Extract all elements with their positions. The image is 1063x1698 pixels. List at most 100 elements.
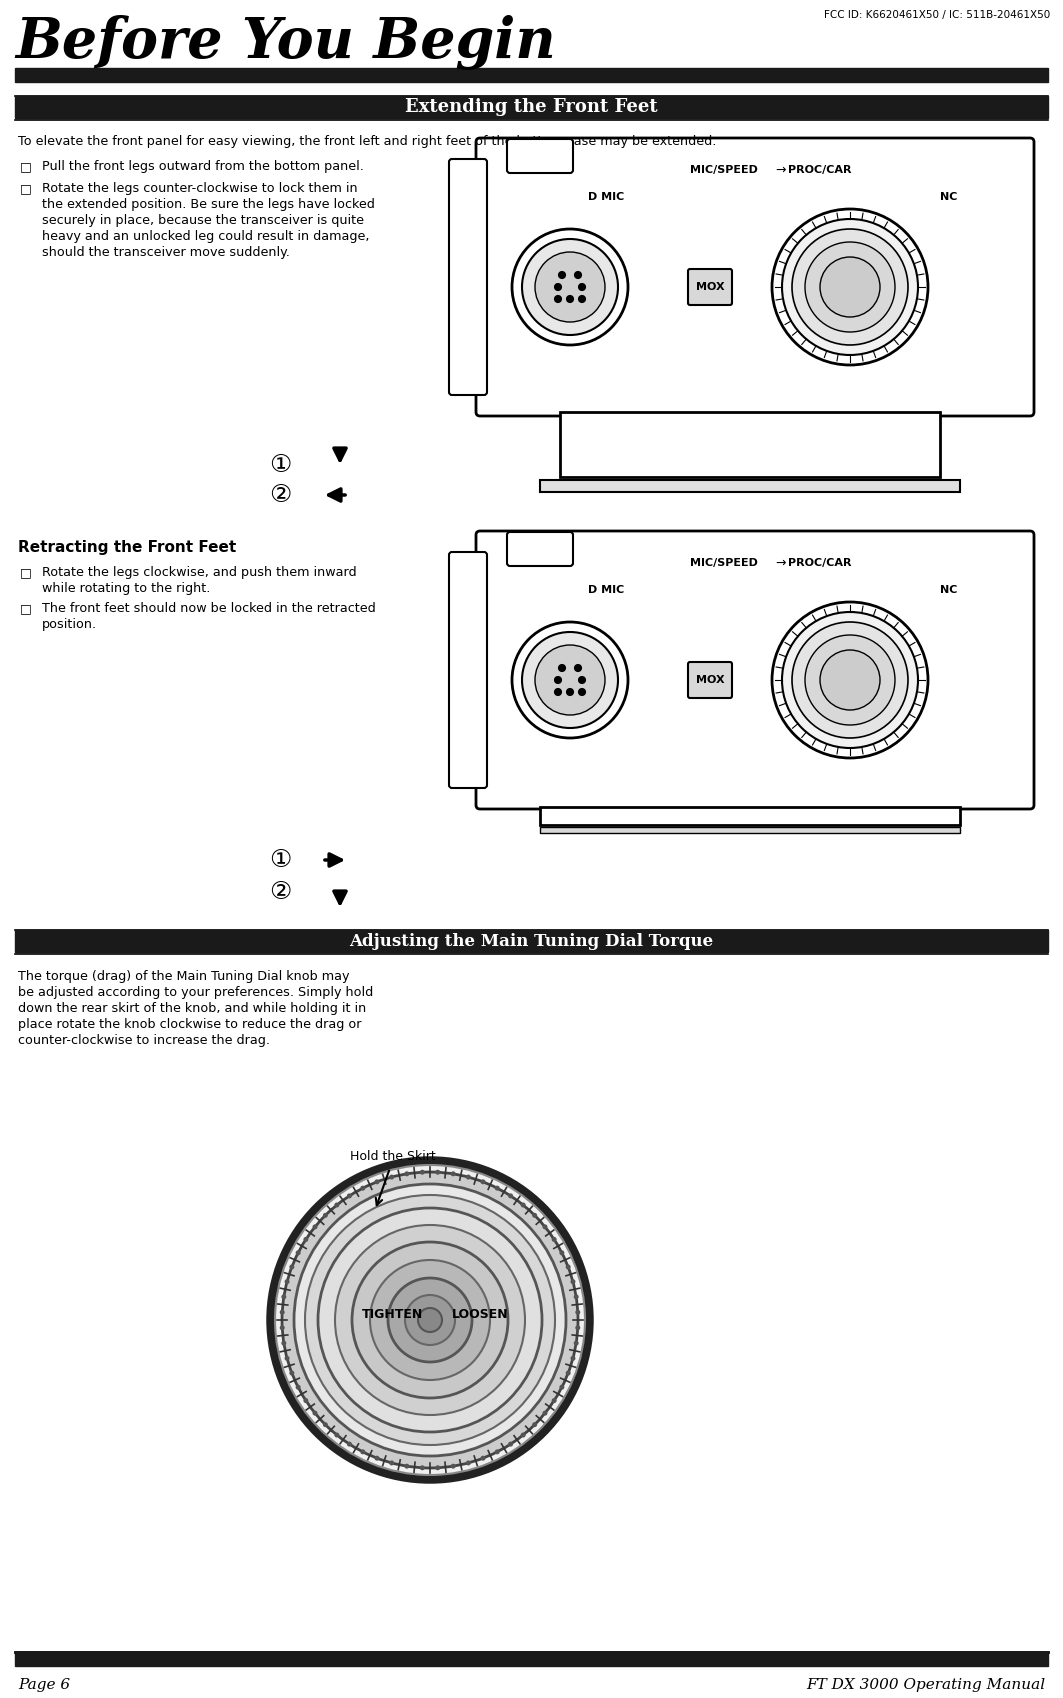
Circle shape: [782, 219, 918, 355]
Circle shape: [512, 621, 628, 739]
Text: □: □: [20, 160, 32, 173]
Bar: [15, 68, 1048, 82]
Circle shape: [285, 1355, 289, 1360]
Text: PROC/CAR: PROC/CAR: [788, 559, 851, 569]
Circle shape: [294, 1184, 566, 1455]
Circle shape: [555, 284, 561, 290]
Circle shape: [420, 1465, 425, 1470]
Text: MIC/SPEED: MIC/SPEED: [690, 559, 758, 569]
Text: TIGHTEN: TIGHTEN: [361, 1309, 423, 1321]
Circle shape: [374, 1180, 379, 1184]
Circle shape: [370, 1260, 490, 1380]
Circle shape: [574, 664, 581, 671]
Circle shape: [404, 1172, 409, 1177]
Circle shape: [522, 632, 618, 728]
Circle shape: [574, 272, 581, 278]
Circle shape: [303, 1236, 308, 1241]
Circle shape: [571, 1355, 575, 1360]
Circle shape: [480, 1180, 486, 1184]
Circle shape: [571, 1279, 575, 1284]
FancyBboxPatch shape: [688, 268, 732, 306]
Text: the extended position. Be sure the legs have locked: the extended position. Be sure the legs …: [43, 199, 375, 211]
Circle shape: [280, 1309, 285, 1314]
Circle shape: [559, 1250, 564, 1255]
Text: Hold the Skirt: Hold the Skirt: [350, 1150, 436, 1163]
Text: PROC/CAR: PROC/CAR: [788, 165, 851, 175]
Circle shape: [404, 1464, 409, 1469]
Circle shape: [508, 1442, 513, 1447]
Text: place rotate the knob clockwise to reduce the drag or: place rotate the knob clockwise to reduc…: [18, 1019, 361, 1031]
Text: NC: NC: [940, 192, 958, 202]
Circle shape: [575, 1309, 580, 1314]
Text: should the transceiver move suddenly.: should the transceiver move suddenly.: [43, 246, 290, 260]
Bar: [15, 1652, 1048, 1666]
Circle shape: [508, 1194, 513, 1199]
Text: MIC/SPEED: MIC/SPEED: [690, 165, 758, 175]
Text: ①: ①: [269, 453, 291, 477]
Circle shape: [374, 1455, 379, 1460]
Circle shape: [289, 1370, 294, 1375]
Text: D MIC: D MIC: [588, 586, 624, 594]
Circle shape: [567, 295, 574, 302]
Circle shape: [555, 295, 561, 302]
Circle shape: [533, 1212, 537, 1217]
Circle shape: [535, 645, 605, 715]
Bar: [540, 481, 960, 492]
Text: position.: position.: [43, 618, 97, 632]
Circle shape: [542, 1224, 547, 1229]
Circle shape: [552, 1397, 557, 1403]
Text: MOX: MOX: [695, 676, 724, 684]
Bar: [15, 931, 1048, 953]
Text: To elevate the front panel for easy viewing, the front left and right feet of th: To elevate the front panel for easy view…: [18, 136, 716, 148]
Circle shape: [335, 1224, 525, 1414]
Text: Before You Begin: Before You Begin: [15, 15, 556, 70]
Circle shape: [512, 229, 628, 345]
Circle shape: [280, 1324, 285, 1330]
Circle shape: [451, 1464, 456, 1469]
Text: □: □: [20, 182, 32, 195]
Circle shape: [268, 1158, 592, 1482]
Text: ②: ②: [269, 880, 291, 903]
Circle shape: [466, 1175, 471, 1180]
Circle shape: [578, 284, 586, 290]
Circle shape: [533, 1423, 537, 1426]
Circle shape: [772, 209, 928, 365]
FancyBboxPatch shape: [449, 552, 487, 788]
Circle shape: [360, 1450, 366, 1455]
Circle shape: [405, 1296, 455, 1345]
Circle shape: [360, 1185, 366, 1190]
Circle shape: [555, 688, 561, 696]
Circle shape: [275, 1165, 585, 1476]
Circle shape: [772, 603, 928, 757]
Text: →: →: [775, 557, 786, 569]
FancyBboxPatch shape: [688, 662, 732, 698]
Circle shape: [574, 1294, 578, 1299]
Circle shape: [282, 1294, 286, 1299]
Circle shape: [521, 1433, 525, 1438]
Circle shape: [558, 664, 566, 671]
Circle shape: [420, 1170, 425, 1175]
Circle shape: [566, 1370, 571, 1375]
Bar: [15, 97, 1048, 117]
Circle shape: [282, 1172, 578, 1469]
Bar: [540, 827, 960, 834]
Circle shape: [282, 1341, 286, 1345]
Circle shape: [305, 1195, 555, 1445]
Circle shape: [552, 1236, 557, 1241]
Circle shape: [575, 1324, 580, 1330]
Circle shape: [792, 621, 908, 739]
Circle shape: [574, 1341, 578, 1345]
Circle shape: [435, 1465, 440, 1470]
Circle shape: [578, 688, 586, 696]
Circle shape: [494, 1450, 500, 1455]
Circle shape: [296, 1250, 301, 1255]
Text: NC: NC: [940, 586, 958, 594]
Circle shape: [535, 251, 605, 323]
Text: while rotating to the right.: while rotating to the right.: [43, 582, 210, 594]
Circle shape: [566, 1265, 571, 1270]
Text: →: →: [775, 163, 786, 177]
Circle shape: [347, 1442, 352, 1447]
Circle shape: [820, 650, 880, 710]
Text: Retracting the Front Feet: Retracting the Front Feet: [18, 540, 236, 555]
Circle shape: [522, 239, 618, 335]
